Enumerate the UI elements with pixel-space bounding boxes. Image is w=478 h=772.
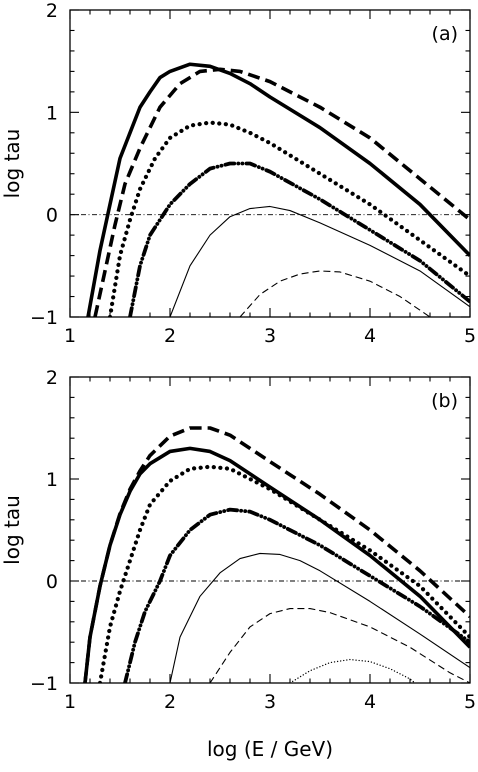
- series-dashed-thin-line: [239, 270, 431, 317]
- series-dashed-thin-line: [209, 607, 470, 683]
- y-tick-label: 1: [46, 102, 58, 124]
- series-solid-thin-line: [169, 205, 470, 317]
- series-dotted-thick-line: [107, 120, 470, 317]
- x-tick-label: 1: [64, 325, 76, 347]
- x-tick-label: 3: [264, 691, 276, 713]
- y-tick-label: 2: [46, 367, 58, 389]
- series-dotted-thick-line: [97, 464, 470, 683]
- y-axis-label: log tau: [0, 495, 24, 565]
- x-tick-label: 2: [164, 691, 176, 713]
- x-tick-label: 4: [364, 325, 376, 347]
- x-tick-label: 5: [464, 325, 476, 347]
- series-solid-thin-line: [169, 552, 470, 683]
- plot-frame: [69, 376, 471, 684]
- panel-a: 1 2 3 4 5 −1 0 1 2 log tau (a): [0, 0, 476, 347]
- series-solid-thick-line: [86, 62, 470, 317]
- series-dashed-thick-line: [83, 426, 470, 683]
- panel-b: 1 2 3 4 5 −1 0 1 2 log tau (b): [0, 367, 476, 713]
- series-solid-thick-line: [83, 446, 470, 683]
- x-tick-label: 2: [164, 325, 176, 347]
- y-tick-label: −1: [30, 307, 58, 329]
- x-axis-label: log (E / GeV): [207, 737, 333, 761]
- x-tick-label: 3: [264, 325, 276, 347]
- panel-label: (a): [432, 23, 458, 45]
- x-tick-label: 1: [64, 691, 76, 713]
- y-axis-label: log tau: [0, 129, 24, 199]
- series-dash-dot-thick-line: [128, 161, 470, 317]
- y-tick-label: 0: [46, 571, 58, 593]
- y-tick-label: −1: [30, 673, 58, 695]
- x-tick-label: 5: [464, 691, 476, 713]
- panel-label: (b): [431, 390, 458, 412]
- series-dotted-thin-line: [289, 658, 416, 683]
- y-tick-label: 2: [46, 0, 58, 22]
- series-dash-dot-thick-line: [123, 507, 470, 683]
- plot-frame: [69, 9, 471, 318]
- series-dashed-thick-line: [93, 67, 470, 317]
- x-tick-label: 4: [364, 691, 376, 713]
- y-tick-label: 0: [46, 205, 58, 227]
- y-tick-label: 1: [46, 469, 58, 491]
